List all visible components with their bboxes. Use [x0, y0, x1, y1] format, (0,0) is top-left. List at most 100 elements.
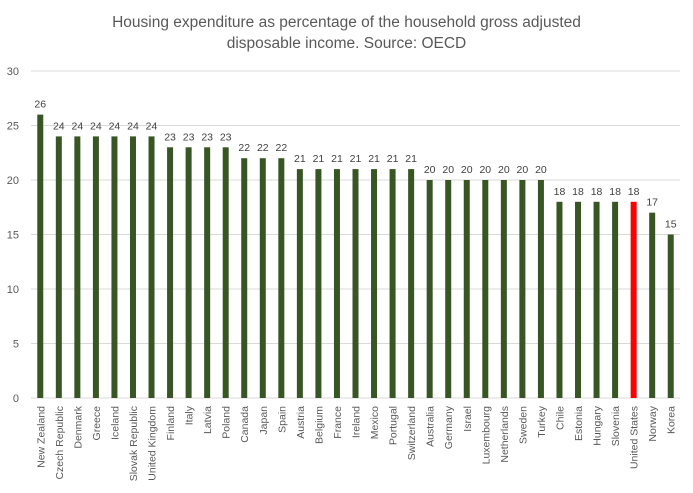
x-tick-label: Finland — [165, 406, 177, 441]
y-tick-label: 25 — [7, 121, 19, 133]
bar — [315, 169, 322, 398]
x-tick-label: Turkey — [536, 405, 548, 437]
x-tick-label: Austria — [295, 406, 307, 439]
chart-title-line-2: disposable income. Source: OECD — [226, 35, 467, 52]
bar — [333, 169, 340, 398]
x-tick-label: Australia — [425, 406, 437, 447]
data-label: 18 — [554, 186, 566, 198]
data-label: 21 — [331, 153, 343, 165]
x-tick-label: New Zealand — [35, 406, 47, 468]
bar — [259, 158, 266, 398]
x-tick-label: Czech Republic — [54, 406, 66, 480]
bar — [241, 158, 248, 398]
gridlines — [31, 70, 680, 399]
x-tick-label: Portugal — [388, 406, 400, 445]
x-tick-label: Sweden — [517, 406, 529, 444]
y-tick-label: 5 — [13, 339, 19, 351]
data-label: 21 — [368, 153, 380, 165]
data-label: 18 — [609, 186, 621, 198]
x-tick-label: Norway — [647, 405, 659, 441]
x-tick-label: Spain — [276, 406, 288, 433]
bar — [371, 169, 378, 398]
x-tick-label: United Kingdom — [147, 406, 159, 481]
x-tick-label: Denmark — [72, 405, 84, 448]
data-label: 22 — [275, 142, 287, 154]
x-tick-label: Germany — [443, 405, 455, 449]
x-tick-label: Japan — [258, 406, 270, 435]
x-tick-label: Hungary — [592, 405, 604, 445]
x-tick-label: France — [332, 406, 344, 439]
bar — [222, 147, 229, 398]
bar — [74, 136, 81, 398]
data-label: 21 — [294, 153, 306, 165]
y-tick-label: 30 — [7, 66, 19, 78]
x-tick-label: Poland — [221, 406, 233, 439]
x-tick-label: Greece — [91, 406, 103, 441]
y-tick-label: 20 — [7, 175, 19, 187]
data-label: 21 — [405, 153, 417, 165]
x-tick-label: Slovenia — [610, 406, 622, 446]
x-tick-label: Iceland — [109, 406, 121, 440]
x-tick-label: Slovak Republic — [128, 406, 140, 481]
bar — [167, 147, 174, 398]
bar — [352, 169, 359, 398]
data-label: 23 — [183, 131, 195, 143]
x-axis-labels: New Zealand Czech Republic Denmark Greece Ic… — [35, 405, 677, 481]
x-tick-label: United States — [629, 406, 641, 469]
x-tick-label: Switzerland — [406, 406, 418, 460]
x-tick-label: Italy — [184, 405, 196, 425]
chart-title-line-1: Housing expenditure as percentage of the… — [112, 14, 581, 31]
y-axis-ticks: 0 5 10 15 20 25 30 — [7, 66, 19, 405]
bars — [37, 114, 674, 398]
bar — [612, 201, 619, 398]
data-label: 23 — [220, 131, 232, 143]
x-tick-label: Latvia — [202, 406, 214, 434]
bar — [389, 169, 396, 398]
bar — [185, 147, 192, 398]
bar — [296, 169, 303, 398]
bar — [204, 147, 211, 398]
bar — [537, 180, 544, 398]
bar — [667, 234, 674, 398]
x-tick-label: Luxembourg — [480, 406, 492, 465]
data-label: 20 — [479, 164, 491, 176]
data-label: 20 — [498, 164, 510, 176]
bar — [649, 212, 656, 398]
data-label: 24 — [146, 120, 158, 132]
bar — [148, 136, 155, 398]
bar — [463, 180, 470, 398]
y-tick-label: 15 — [7, 230, 19, 242]
data-label: 23 — [201, 131, 213, 143]
data-label: 17 — [646, 197, 658, 209]
x-tick-label: Estonia — [573, 406, 585, 441]
bar — [482, 180, 489, 398]
bar — [445, 180, 452, 398]
data-label: 22 — [238, 142, 250, 154]
data-label: 24 — [72, 120, 84, 132]
bar — [55, 136, 62, 398]
bar — [426, 180, 433, 398]
bar — [129, 136, 136, 398]
y-tick-label: 0 — [13, 393, 19, 405]
data-label: 20 — [535, 164, 547, 176]
data-label: 20 — [424, 164, 436, 176]
x-tick-label: Korea — [666, 406, 678, 434]
bar — [500, 180, 507, 398]
data-label: 20 — [517, 164, 529, 176]
bar — [37, 114, 44, 398]
data-label: 21 — [387, 153, 399, 165]
chart-title: Housing expenditure as percentage of the… — [0, 12, 693, 54]
data-label: 20 — [442, 164, 454, 176]
bar — [519, 180, 526, 398]
data-labels: 26 24 24 24 24 24 24 23 23 23 23 22 22 22 21 21 21 21 21 21… — [34, 99, 676, 231]
data-label: 24 — [127, 120, 139, 132]
x-tick-label: Netherlands — [499, 406, 511, 463]
x-tick-label: Israel — [462, 406, 474, 432]
x-tick-label: Canada — [239, 406, 251, 443]
data-label: 21 — [313, 153, 325, 165]
x-tick-label: Ireland — [351, 406, 363, 438]
data-label: 22 — [257, 142, 269, 154]
x-tick-label: Mexico — [369, 406, 381, 439]
data-label: 18 — [628, 186, 640, 198]
